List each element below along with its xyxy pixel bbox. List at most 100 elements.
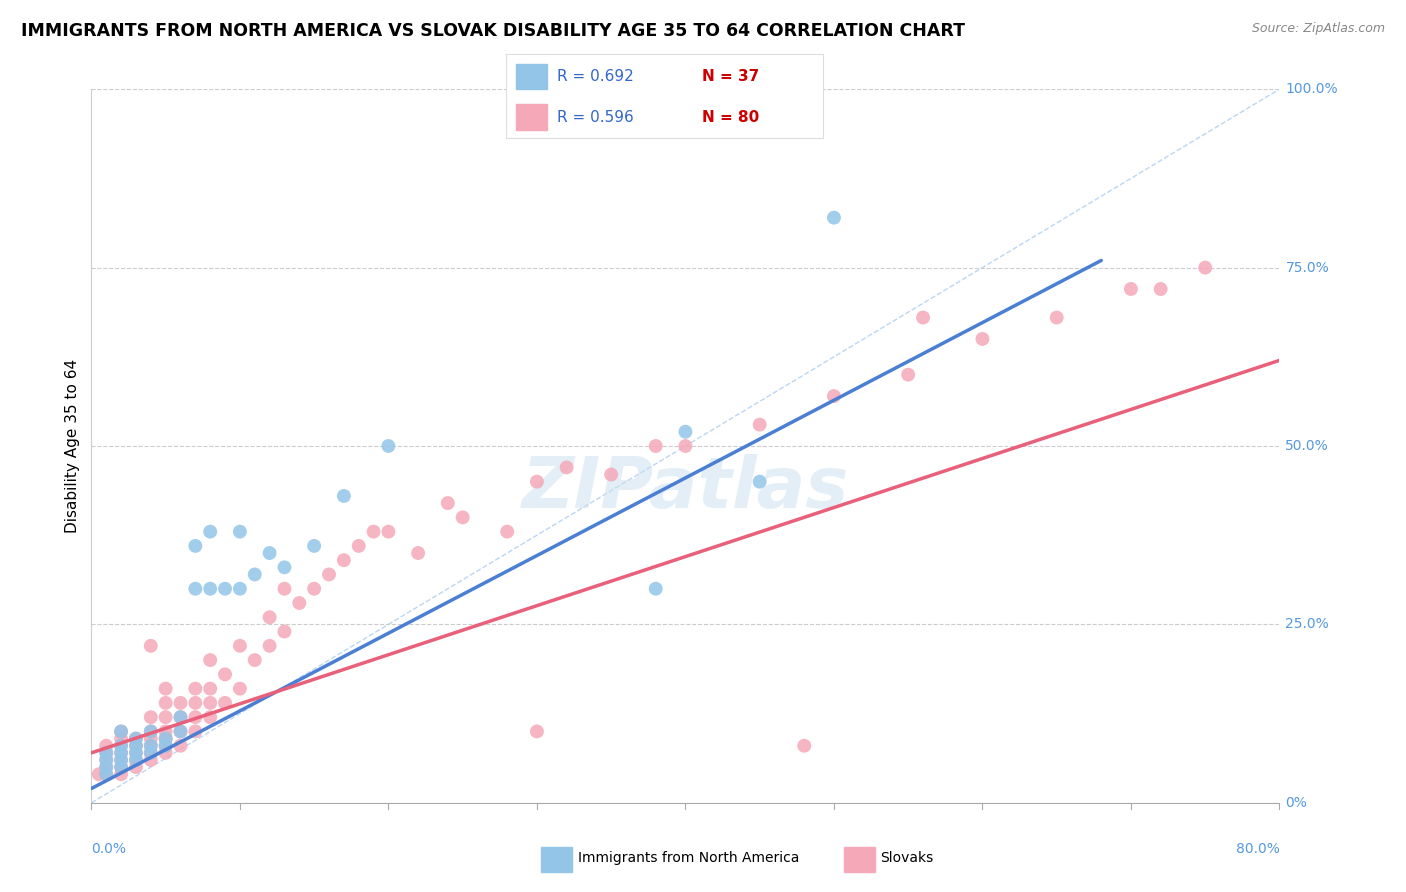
Point — [139, 724, 162, 739]
Text: 25.0%: 25.0% — [1285, 617, 1329, 632]
Point — [139, 746, 162, 760]
Point — [110, 739, 132, 753]
Point — [169, 696, 191, 710]
Point — [96, 746, 118, 760]
Point — [155, 710, 177, 724]
Point — [214, 667, 236, 681]
Point — [96, 760, 118, 774]
Point — [125, 731, 148, 746]
Point — [184, 710, 207, 724]
Point — [214, 582, 236, 596]
Point — [110, 731, 132, 746]
Text: N = 37: N = 37 — [703, 69, 759, 84]
Point — [748, 417, 770, 432]
Point — [333, 489, 356, 503]
Point — [110, 746, 132, 760]
Point — [273, 624, 295, 639]
Point — [496, 524, 519, 539]
Point — [139, 753, 162, 767]
Text: 100.0%: 100.0% — [1285, 82, 1339, 96]
Point — [125, 739, 148, 753]
Point — [1149, 282, 1171, 296]
Point — [139, 710, 162, 724]
Point — [87, 767, 110, 781]
Point — [229, 524, 252, 539]
Point — [200, 653, 222, 667]
Point — [318, 567, 340, 582]
Point — [823, 211, 845, 225]
Text: ZIPatlas: ZIPatlas — [522, 454, 849, 524]
Text: 75.0%: 75.0% — [1285, 260, 1329, 275]
Text: 0.0%: 0.0% — [91, 842, 127, 856]
Point — [155, 739, 177, 753]
Point — [169, 710, 191, 724]
Point — [184, 539, 207, 553]
Text: Source: ZipAtlas.com: Source: ZipAtlas.com — [1251, 22, 1385, 36]
Point — [526, 475, 548, 489]
Point — [155, 696, 177, 710]
Text: Immigrants from North America: Immigrants from North America — [578, 851, 799, 865]
Point — [526, 724, 548, 739]
Point — [273, 582, 295, 596]
Point — [288, 596, 311, 610]
Point — [793, 739, 815, 753]
Point — [748, 475, 770, 489]
Point — [363, 524, 385, 539]
Point — [972, 332, 994, 346]
Point — [823, 389, 845, 403]
Point — [110, 724, 132, 739]
Text: N = 80: N = 80 — [703, 110, 759, 125]
Point — [259, 546, 281, 560]
FancyBboxPatch shape — [516, 104, 547, 130]
Point — [673, 425, 696, 439]
Point — [139, 739, 162, 753]
Point — [673, 439, 696, 453]
Point — [155, 724, 177, 739]
Point — [96, 753, 118, 767]
Point — [139, 724, 162, 739]
Point — [259, 639, 281, 653]
Point — [406, 546, 429, 560]
Point — [139, 639, 162, 653]
Text: R = 0.596: R = 0.596 — [557, 110, 634, 125]
Point — [96, 760, 118, 774]
Point — [377, 524, 399, 539]
Point — [169, 724, 191, 739]
Point — [1194, 260, 1216, 275]
Point — [169, 739, 191, 753]
Point — [897, 368, 920, 382]
Point — [125, 753, 148, 767]
Point — [333, 553, 356, 567]
Point — [169, 710, 191, 724]
Point — [96, 746, 118, 760]
Point — [110, 724, 132, 739]
Point — [155, 731, 177, 746]
Point — [259, 610, 281, 624]
Point — [125, 760, 148, 774]
Point — [110, 767, 132, 781]
Point — [555, 460, 578, 475]
Point — [229, 681, 252, 696]
Point — [347, 539, 370, 553]
Point — [155, 739, 177, 753]
Point — [169, 724, 191, 739]
Point — [200, 710, 222, 724]
Point — [451, 510, 474, 524]
Point — [125, 739, 148, 753]
Point — [229, 639, 252, 653]
Point — [110, 746, 132, 760]
Text: Slovaks: Slovaks — [880, 851, 934, 865]
Point — [110, 753, 132, 767]
Point — [125, 753, 148, 767]
Point — [200, 582, 222, 596]
Point — [155, 746, 177, 760]
Point — [96, 753, 118, 767]
Text: IMMIGRANTS FROM NORTH AMERICA VS SLOVAK DISABILITY AGE 35 TO 64 CORRELATION CHAR: IMMIGRANTS FROM NORTH AMERICA VS SLOVAK … — [21, 22, 965, 40]
Text: 80.0%: 80.0% — [1236, 842, 1279, 856]
Point — [184, 724, 207, 739]
Point — [1046, 310, 1069, 325]
Text: 50.0%: 50.0% — [1285, 439, 1329, 453]
Point — [155, 681, 177, 696]
Point — [214, 696, 236, 710]
Point — [273, 560, 295, 574]
